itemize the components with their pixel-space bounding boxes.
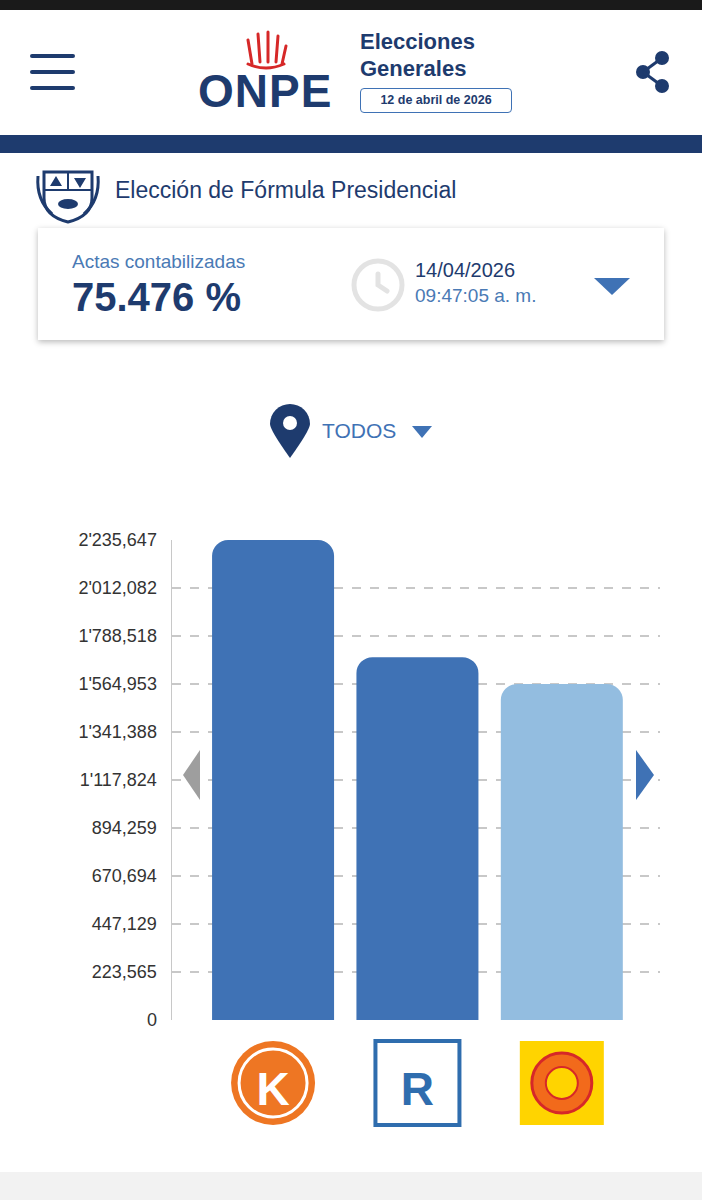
svg-text:894,259: 894,259 xyxy=(92,818,157,838)
svg-text:1'564,953: 1'564,953 xyxy=(78,674,157,694)
svg-text:K: K xyxy=(256,1063,289,1115)
svg-text:670,694: 670,694 xyxy=(92,866,157,886)
html-text:TODOS: TODOS xyxy=(322,419,397,442)
svg-text:447,129: 447,129 xyxy=(92,914,157,934)
html-text:Actas contabilizadas: Actas contabilizadas xyxy=(72,251,246,272)
html-text:09:47:05 a. m.: 09:47:05 a. m. xyxy=(415,285,537,306)
svg-text:1'117,824: 1'117,824 xyxy=(80,770,157,790)
svg-text:R: R xyxy=(401,1063,434,1115)
html-text:14/04/2026: 14/04/2026 xyxy=(415,259,516,281)
html-text:75.476 %: 75.476 % xyxy=(72,275,241,319)
svg-text:223,565: 223,565 xyxy=(92,962,157,982)
svg-text:2'012,082: 2'012,082 xyxy=(78,578,157,598)
svg-text:1'788,518: 1'788,518 xyxy=(78,626,157,646)
html-text:12 de abril de 2026: 12 de abril de 2026 xyxy=(380,93,492,107)
svg-text:1'341,388: 1'341,388 xyxy=(78,722,157,742)
svg-text:2'235,647: 2'235,647 xyxy=(78,530,157,550)
html-text:Elección de Fórmula Presidenci: Elección de Fórmula Presidencial xyxy=(115,177,457,203)
html-text:ONPE: ONPE xyxy=(198,65,333,117)
svg-text:0: 0 xyxy=(147,1010,157,1030)
html-text:Elecciones Generales: Elecciones Generales xyxy=(360,29,475,81)
